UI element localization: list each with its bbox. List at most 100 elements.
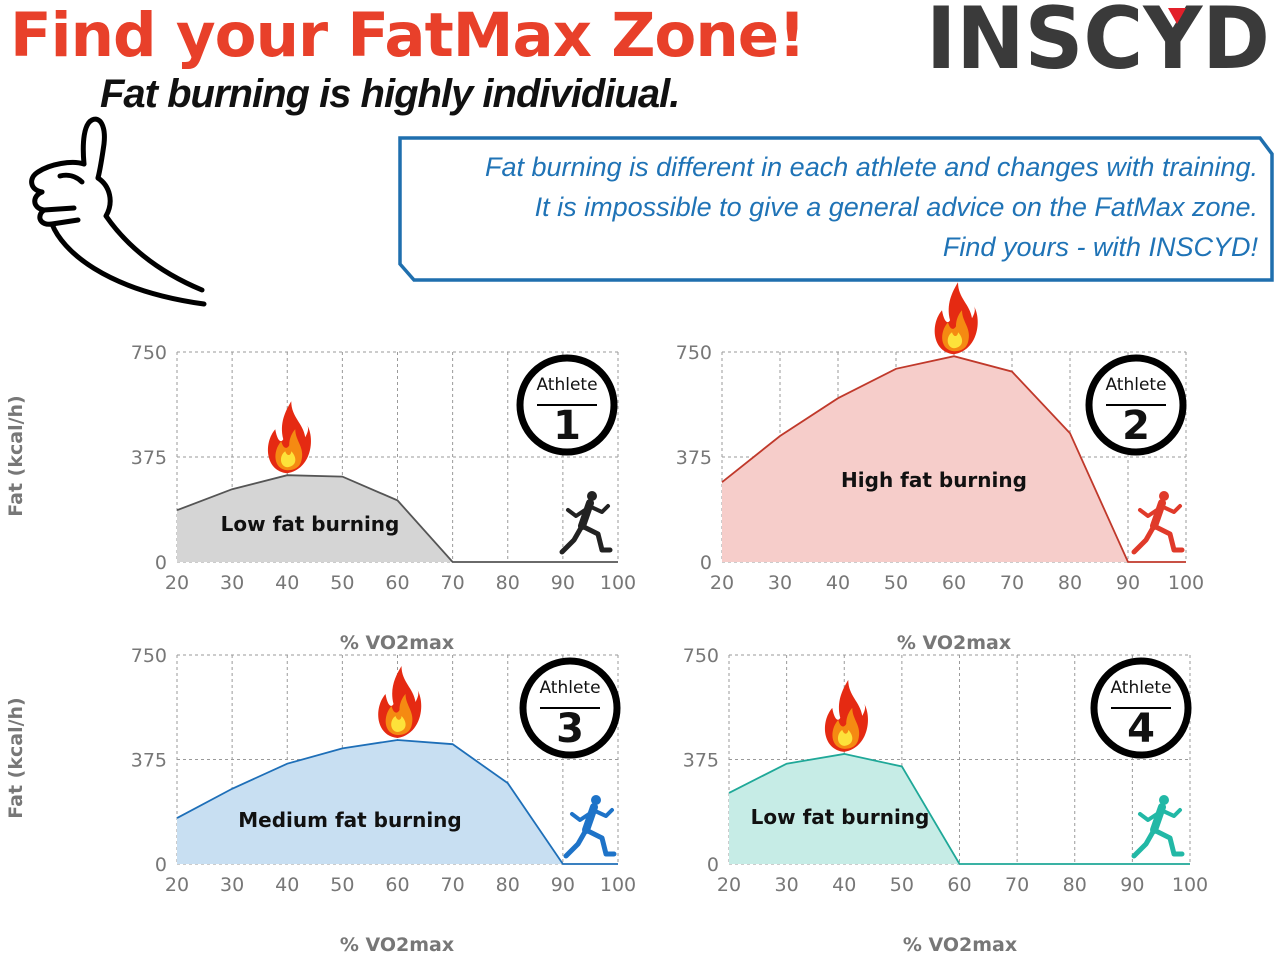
logo-accent-icon [1168,8,1186,24]
x-tick-label: 60 [385,874,409,896]
x-axis-label: % VO2max [903,934,1017,956]
x-tick-label: 50 [890,874,914,896]
badge-label: Athlete [1110,678,1171,698]
athlete-badge: Athlete 4 [1090,657,1192,759]
runner-head [1159,795,1169,805]
x-tick-label: 40 [826,572,850,594]
x-tick-label: 30 [775,874,799,896]
zone-annotation: Low fat burning [751,805,930,829]
y-tick-label: 0 [155,552,167,574]
callout-text: Fat burning is different in each athlete… [378,147,1258,267]
flame-core-icon [837,729,853,746]
x-tick-label: 40 [275,572,299,594]
runner-arm-front [1159,504,1182,514]
runner-arm-back [566,506,590,518]
series-line [176,739,618,865]
x-tick-label: 100 [1172,874,1208,896]
chart-athlete-4: 20 30 40 50 60 70 80 90 100 0 375 750 % VO2max Low fa… [683,645,1208,956]
athlete-badge: Athlete 2 [1085,354,1187,456]
y-tick-label: 750 [131,645,167,667]
x-tick-label: 50 [330,874,354,896]
y-axis-label: Fat (kcal/h) [5,697,27,818]
runner-arm-front [587,504,610,514]
runner-leg-back [1131,827,1157,859]
x-tick-label: 80 [1063,874,1087,896]
badge-number: 3 [556,706,584,752]
series-line [721,355,1186,563]
runner-arm-front [591,808,614,818]
x-tick-label: 90 [551,572,575,594]
runner-leg-front [579,523,613,553]
chart-athlete-3: 20 30 40 50 60 70 80 90 100 0 375 750 % VO2max Fat (k… [5,645,636,956]
y-tick-label: 750 [676,342,712,364]
runner-head [587,491,597,501]
badge-number: 2 [1122,403,1150,449]
x-tick-label: 30 [220,874,244,896]
runner-leg-back [1131,523,1157,555]
x-tick-label: 70 [1005,874,1029,896]
y-tick-label: 375 [131,447,167,469]
series-line [728,753,1190,865]
x-tick-label: 80 [496,874,520,896]
athlete-badge: Athlete 3 [519,657,621,759]
x-tick-label: 50 [884,572,908,594]
x-tick-label: 20 [165,572,189,594]
runner-leg-front [1151,523,1185,553]
y-tick-label: 0 [707,854,719,876]
x-tick-label: 90 [1120,874,1144,896]
badge-label: Athlete [1105,375,1166,395]
x-tick-label: 40 [275,874,299,896]
y-tick-label: 375 [683,750,719,772]
page-title: Find your FatMax Zone! [10,0,806,71]
badge-number: 4 [1127,706,1155,752]
zone-annotation: Low fat burning [221,512,400,536]
x-tick-label: 100 [600,572,636,594]
y-axis-label: Fat (kcal/h) [5,395,27,516]
zone-annotation: High fat burning [841,468,1027,492]
runner-leg-front [583,827,617,857]
pointing-hand-icon [29,116,207,307]
runner-head [591,795,601,805]
x-tick-label: 90 [551,874,575,896]
inscyd-logo: INSCYD [926,0,1270,86]
x-tick-label: 60 [385,572,409,594]
x-tick-label: 40 [832,874,856,896]
y-tick-label: 750 [131,342,167,364]
x-tick-label: 70 [441,572,465,594]
runner-icon [1131,491,1185,555]
page-subtitle: Fat burning is highly individiual. [100,72,680,116]
x-axis-label: % VO2max [897,632,1011,654]
x-tick-label: 30 [768,572,792,594]
callout-line-2: It is impossible to give a general advic… [534,192,1258,222]
x-tick-label: 70 [1000,572,1024,594]
x-axis-label: % VO2max [340,632,454,654]
chart-athlete-2: 20 30 40 50 60 70 80 90 100 0 375 750 % VO2max High f… [676,282,1204,654]
callout-line-1: Fat burning is different in each athlete… [485,152,1258,182]
y-tick-label: 0 [155,854,167,876]
x-tick-label: 100 [1168,572,1204,594]
runner-leg-front [1151,827,1185,857]
runner-leg-back [563,827,589,859]
flame-core-icon [391,715,406,732]
x-tick-label: 80 [496,572,520,594]
series-area [729,753,1190,864]
y-tick-label: 750 [683,645,719,667]
series-area [177,739,618,864]
runner-leg-back [559,523,585,555]
badge-label: Athlete [536,375,597,395]
flame-core-icon [947,332,963,349]
x-tick-label: 70 [441,874,465,896]
runner-icon [563,795,617,859]
x-tick-label: 100 [600,874,636,896]
y-tick-label: 375 [131,750,167,772]
y-tick-label: 375 [676,447,712,469]
x-tick-label: 30 [220,572,244,594]
x-tick-label: 90 [1116,572,1140,594]
chart-athlete-1: 20 30 40 50 60 70 80 90 100 0 375 750 % VO2max Fat (k… [5,342,636,654]
callout-line-3: Find yours - with INSCYD! [942,232,1258,262]
athlete-badge: Athlete 1 [516,354,618,456]
y-tick-label: 0 [700,552,712,574]
badge-number: 1 [553,403,581,449]
x-tick-label: 20 [165,874,189,896]
